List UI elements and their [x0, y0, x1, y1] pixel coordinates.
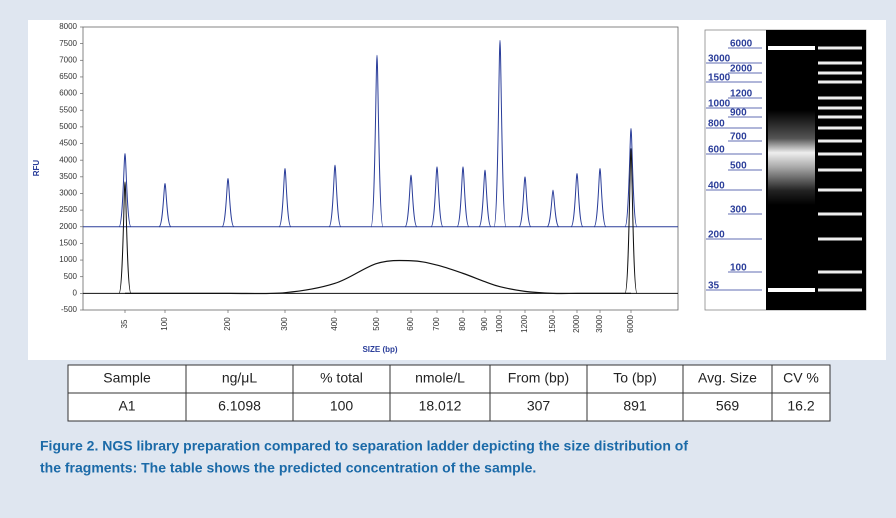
- x-tick-label: 900: [480, 317, 489, 331]
- ladder-band: [818, 238, 862, 241]
- x-tick-label: 1200: [520, 315, 529, 333]
- y-tick-label: 8000: [59, 22, 77, 31]
- sample-smear: [768, 110, 815, 205]
- table-header: ng/μL: [222, 370, 258, 386]
- y-tick-label: 6500: [59, 72, 77, 81]
- table-header: From (bp): [508, 370, 569, 386]
- table-header: Sample: [103, 370, 151, 386]
- x-label: SIZE (bp): [362, 345, 397, 354]
- caption-line: Figure 2. NGS library preparation compar…: [40, 438, 688, 454]
- y-tick-label: 5500: [59, 105, 77, 114]
- ladder-band: [818, 72, 862, 75]
- x-tick-label: 200: [223, 317, 232, 331]
- y-tick-label: 6000: [59, 89, 77, 98]
- x-tick-label: 300: [280, 317, 289, 331]
- ladder-band: [818, 271, 862, 274]
- x-tick-label: 700: [432, 317, 441, 331]
- ladder-band: [818, 47, 862, 50]
- table-cell: 18.012: [419, 398, 462, 414]
- x-tick-label: 800: [458, 317, 467, 331]
- table-header: Avg. Size: [698, 370, 757, 386]
- y-tick-label: 3500: [59, 172, 77, 181]
- table-header: nmole/L: [415, 370, 465, 386]
- y-tick-label: -500: [61, 305, 78, 314]
- x-tick-label: 6000: [626, 315, 635, 333]
- ladder-band: [818, 81, 862, 84]
- ladder-band: [818, 189, 862, 192]
- y-tick-label: 7500: [59, 39, 77, 48]
- x-tick-label: 1000: [495, 315, 504, 333]
- y-tick-label: 3000: [59, 189, 77, 198]
- y-tick-label: 2000: [59, 222, 77, 231]
- ladder-band: [818, 289, 862, 292]
- table: Sample ng/μL % total nmole/L From (bp) To (bp…: [68, 365, 830, 421]
- ladder-band: [818, 107, 862, 110]
- table-header: % total: [320, 370, 363, 386]
- x-tick-label: 35: [120, 319, 129, 328]
- table-cell: A1: [118, 398, 135, 414]
- x-tick-label: 600: [406, 317, 415, 331]
- table-cell: 569: [716, 398, 740, 414]
- x-tick-label: 1500: [548, 315, 557, 333]
- table-cell: 16.2: [787, 398, 814, 414]
- ladder-band: [818, 140, 862, 143]
- y-tick-label: 1500: [59, 239, 77, 248]
- y-tick-label: 4500: [59, 139, 77, 148]
- table-cell: 100: [330, 398, 354, 414]
- x-tick-label: 400: [330, 317, 339, 331]
- y-label: RFU: [32, 160, 41, 177]
- x-tick-label: 500: [372, 317, 381, 331]
- y-tick-label: 2500: [59, 205, 77, 214]
- ladder-band: [818, 62, 862, 65]
- table-cell: 307: [527, 398, 551, 414]
- caption-line: the fragments: The table shows the predi…: [40, 460, 536, 476]
- x-tick-label: 2000: [572, 315, 581, 333]
- table-cell: 6.1098: [218, 398, 261, 414]
- y-tick-label: 1000: [59, 255, 77, 264]
- y-tick-label: 500: [64, 272, 78, 281]
- y-tick-label: 0: [73, 288, 78, 297]
- table-header: To (bp): [613, 370, 657, 386]
- y-tick-label: 5000: [59, 122, 77, 131]
- marker-band: [768, 46, 815, 50]
- marker-band: [768, 288, 815, 292]
- table-cell: 891: [623, 398, 647, 414]
- x-tick-label: 100: [160, 317, 169, 331]
- ladder-band: [818, 116, 862, 119]
- ladder-band: [818, 213, 862, 216]
- x-tick-label: 3000: [595, 315, 604, 333]
- y-tick-label: 7000: [59, 55, 77, 64]
- ladder-band: [818, 169, 862, 172]
- ladder-band: [818, 153, 862, 156]
- ladder-band: [818, 127, 862, 130]
- ladder-band: [818, 97, 862, 100]
- figure: RFU SIZE (bp) 60003000200015001200100090…: [0, 0, 896, 513]
- table-header: CV %: [783, 370, 819, 386]
- y-tick-label: 4000: [59, 155, 77, 164]
